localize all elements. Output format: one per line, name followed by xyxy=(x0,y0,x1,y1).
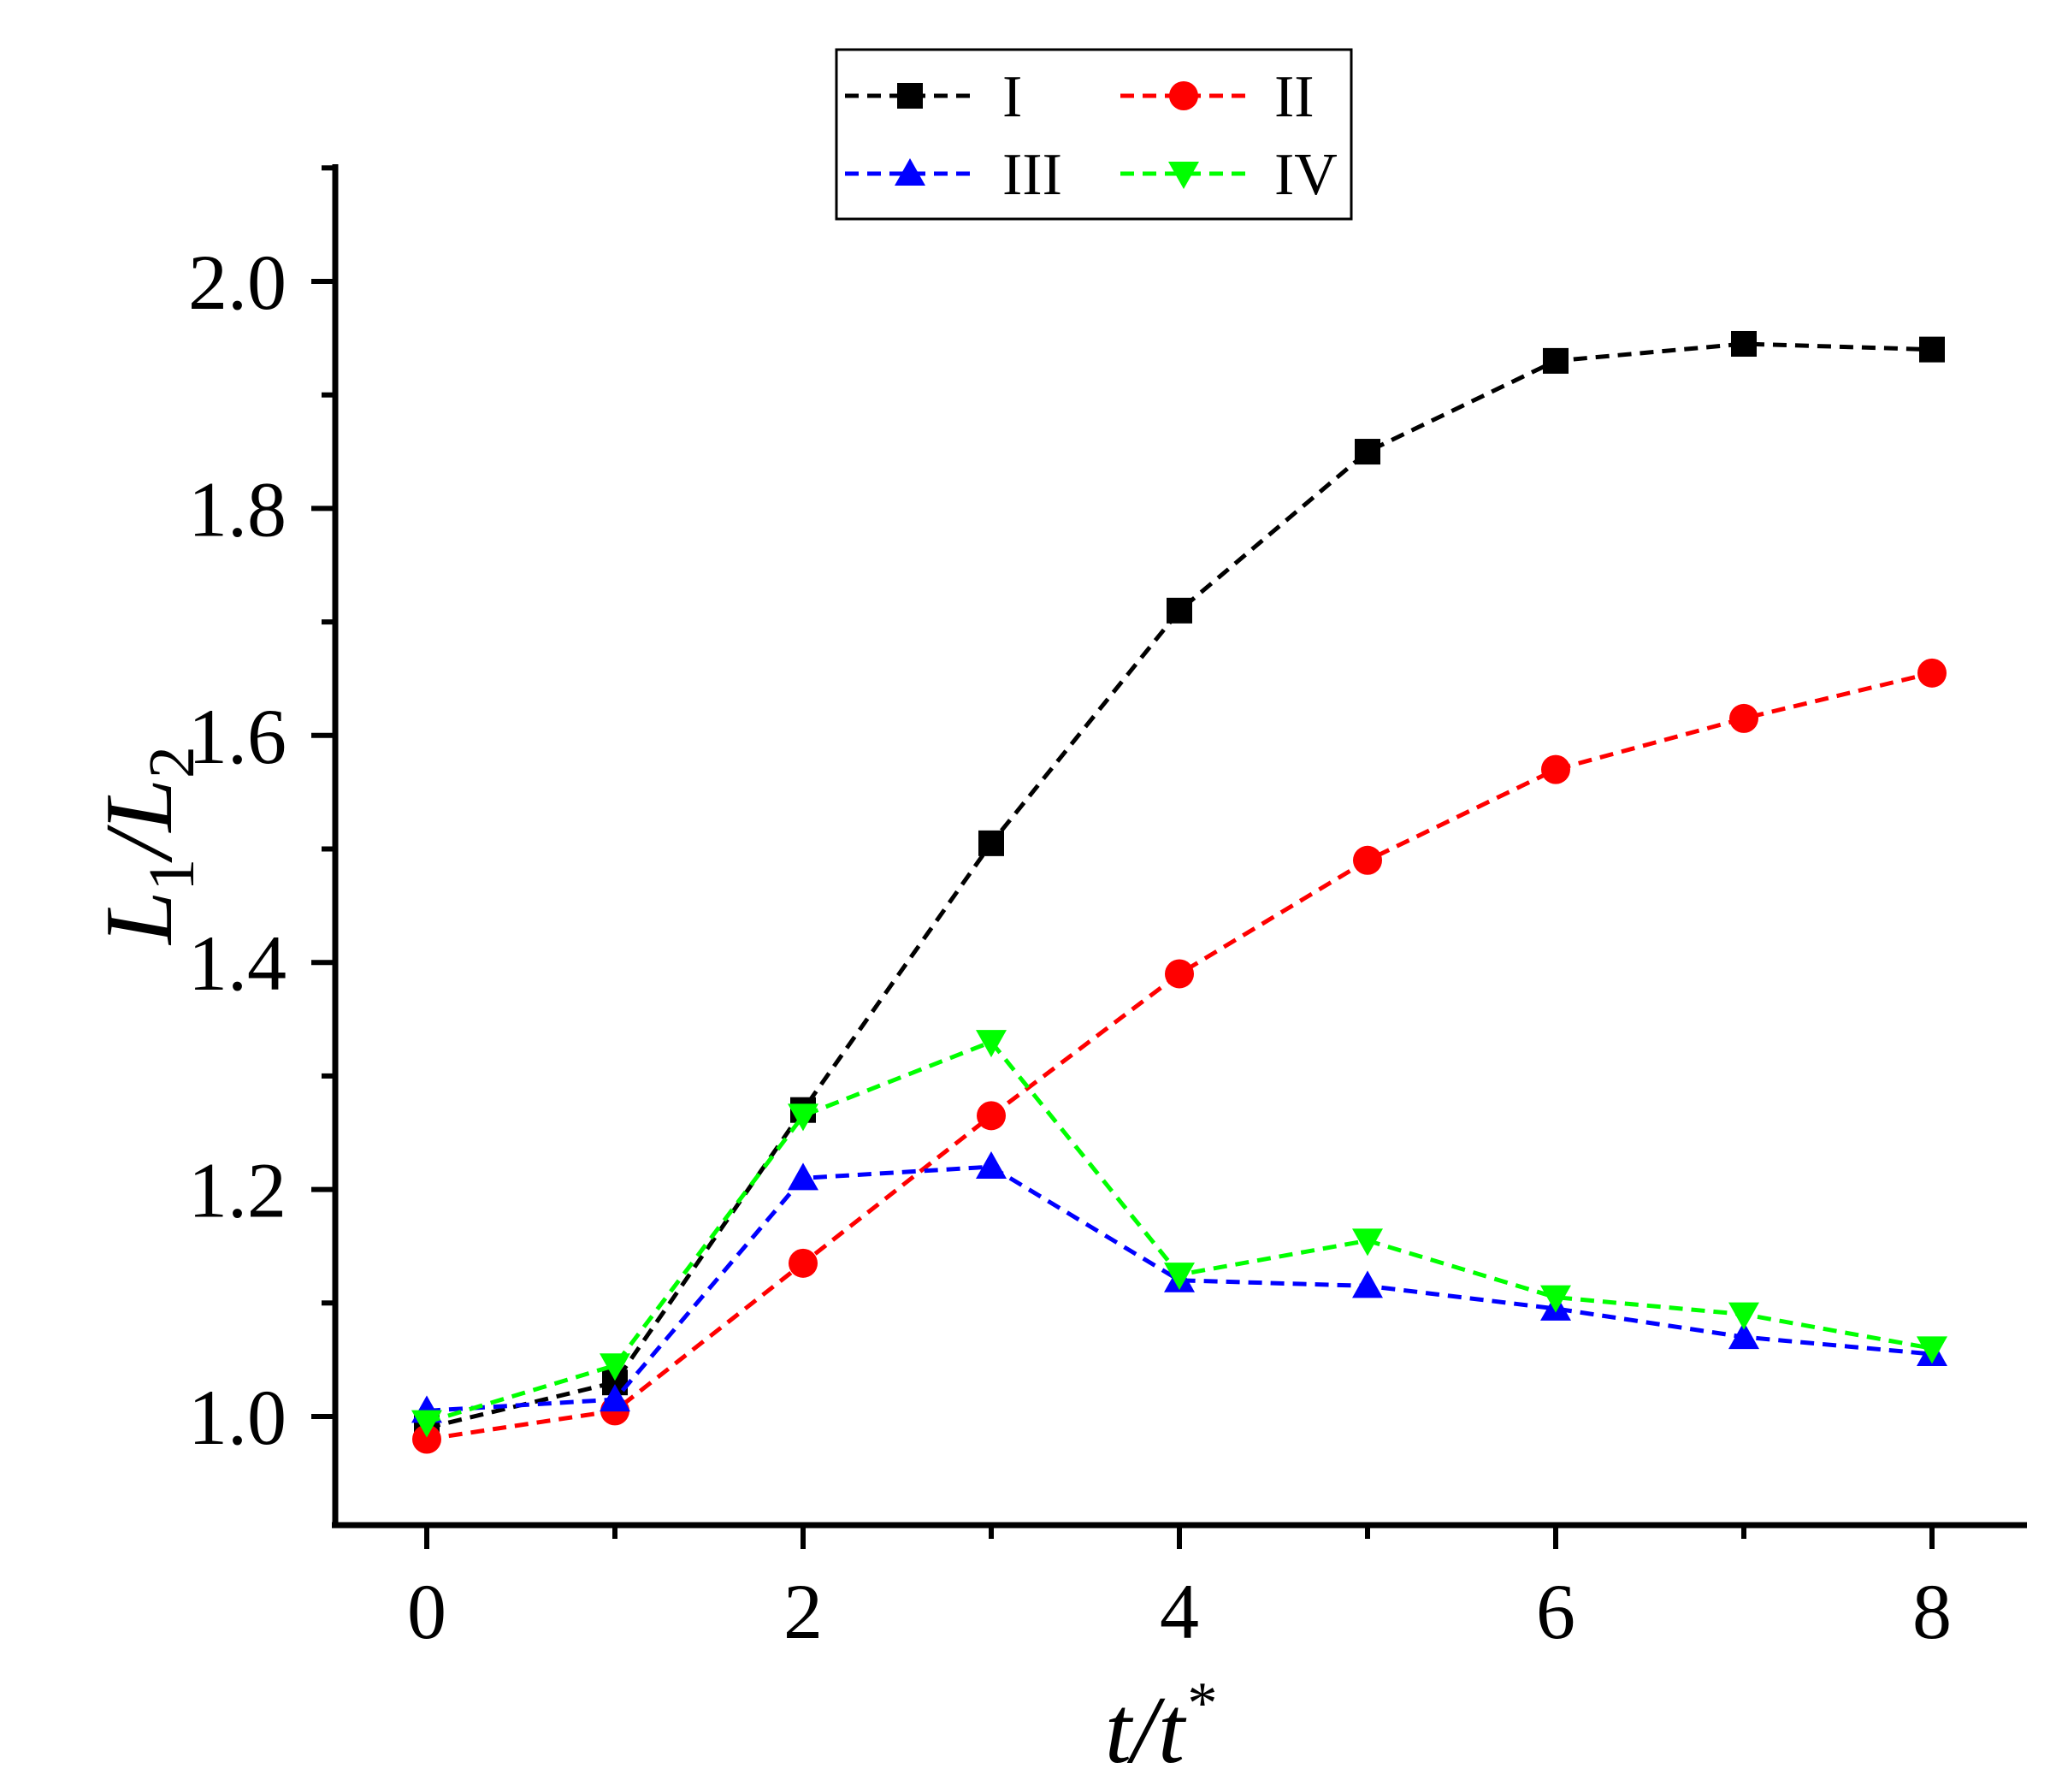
x-tick-label: 6 xyxy=(1536,1568,1575,1655)
series-iv-point xyxy=(1540,1285,1571,1313)
series-ii-point xyxy=(1353,845,1382,875)
series-ii-point xyxy=(412,1424,441,1454)
series-i-point xyxy=(978,830,1004,856)
series-iv-line xyxy=(426,1039,1933,1425)
legend-label-iii: III xyxy=(1002,142,1062,208)
series-iii-point xyxy=(600,1384,630,1412)
x-tick-label: 2 xyxy=(783,1568,823,1655)
series-iii-point xyxy=(788,1162,818,1191)
y-tick-label: 1.0 xyxy=(188,1374,287,1461)
x-tick-label: 4 xyxy=(1160,1568,1199,1655)
legend-marker-i xyxy=(897,83,923,109)
series-ii-line xyxy=(426,671,1933,1442)
series-ii-point xyxy=(1729,703,1758,733)
y-tick-label: 1.4 xyxy=(188,920,287,1007)
series-i-point xyxy=(1167,597,1192,624)
series-iii-point xyxy=(1728,1322,1759,1350)
y-axis-title: L1/L2 xyxy=(86,746,208,946)
series-iv-point xyxy=(1352,1228,1383,1257)
series-ii-point xyxy=(977,1101,1006,1131)
y-tick-label: 2.0 xyxy=(188,239,287,326)
series-ii-point xyxy=(1917,658,1947,688)
series-iv-point xyxy=(1917,1336,1947,1364)
series-iii-line xyxy=(426,1164,1933,1413)
legend-label-ii: II xyxy=(1274,64,1315,130)
legend-marker-iii xyxy=(895,158,925,186)
legend-label-iv: IV xyxy=(1274,142,1338,208)
x-axis-ticks: 0 2 4 6 8 xyxy=(407,1525,1952,1655)
y-axis-ticks: 1.0 1.2 1.4 1.6 1.8 2.0 xyxy=(188,165,335,1461)
series-layer xyxy=(411,330,1947,1454)
y-tick-label: 1.8 xyxy=(188,465,287,553)
series-iv-point xyxy=(411,1410,442,1438)
y-tick-label: 1.2 xyxy=(188,1147,287,1234)
legend-marker-iv xyxy=(1168,162,1199,189)
x-axis-title: t/t* xyxy=(1105,1671,1214,1783)
series-i-point xyxy=(1355,439,1380,465)
series-iv-point xyxy=(600,1353,630,1381)
series-iv-point xyxy=(788,1103,818,1132)
series-i-point xyxy=(1543,347,1569,374)
series-iii-point xyxy=(1352,1270,1383,1298)
series-ii-point xyxy=(1541,754,1570,784)
series-iv-point xyxy=(1164,1263,1195,1291)
series-ii-point xyxy=(789,1248,818,1278)
series-i-point xyxy=(1731,330,1757,357)
series-i-point xyxy=(1919,336,1945,363)
series-ii-point xyxy=(1165,959,1194,989)
y-tick-label: 1.6 xyxy=(188,693,287,780)
x-tick-label: 0 xyxy=(407,1568,446,1655)
series-iv-point xyxy=(1728,1302,1759,1330)
x-tick-label: 8 xyxy=(1912,1568,1952,1655)
legend-box xyxy=(835,48,1353,221)
legend-label-i: I xyxy=(1002,64,1022,130)
series-iv-point xyxy=(976,1030,1007,1058)
series-iii-point xyxy=(976,1151,1007,1180)
legend-marker-ii xyxy=(1169,81,1198,110)
